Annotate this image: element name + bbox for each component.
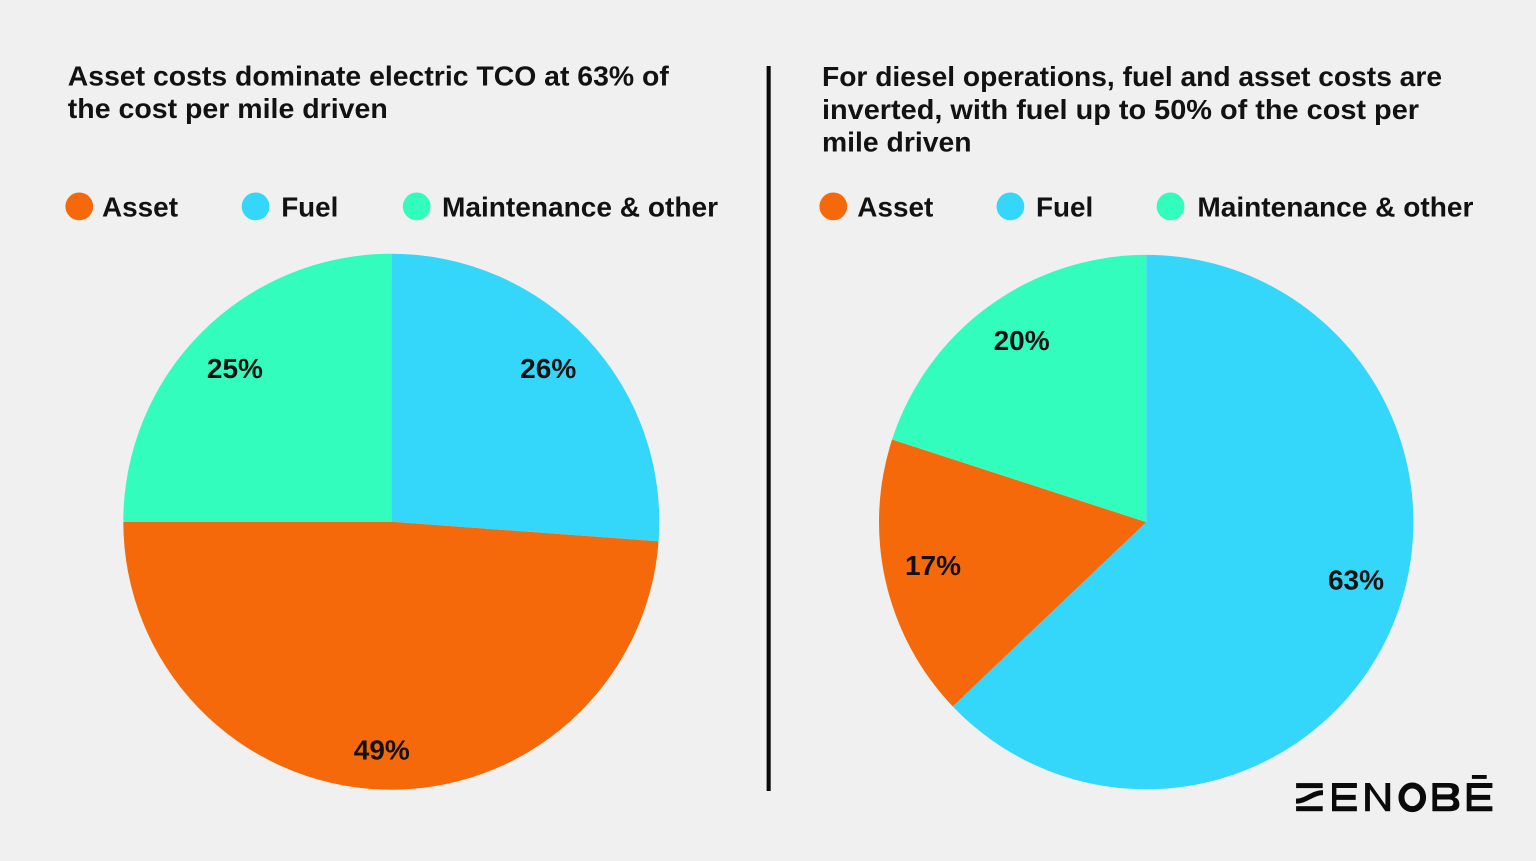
svg-text:Asset costs dominate electric: Asset costs dominate electric TCO at 63%… — [68, 61, 670, 92]
svg-text:the cost per mile driven: the cost per mile driven — [68, 93, 388, 124]
svg-text:20%: 20% — [994, 325, 1050, 356]
svg-text:mile driven: mile driven — [822, 126, 972, 157]
svg-text:Fuel: Fuel — [1036, 192, 1093, 223]
svg-text:Asset: Asset — [102, 192, 178, 223]
svg-text:Maintenance & other: Maintenance & other — [1197, 192, 1473, 223]
svg-text:17%: 17% — [905, 550, 961, 581]
svg-text:Maintenance & other: Maintenance & other — [442, 192, 718, 223]
svg-text:Asset: Asset — [857, 192, 933, 223]
svg-text:Fuel: Fuel — [281, 192, 338, 223]
svg-text:26%: 26% — [520, 353, 576, 384]
svg-text:63%: 63% — [1328, 565, 1384, 596]
svg-text:49%: 49% — [354, 735, 410, 766]
svg-text:inverted, with fuel up to 50%: inverted, with fuel up to 50% of the cos… — [822, 94, 1419, 125]
svg-text:For diesel operations, fuel an: For diesel operations, fuel and asset co… — [822, 61, 1442, 92]
svg-text:25%: 25% — [207, 353, 263, 384]
